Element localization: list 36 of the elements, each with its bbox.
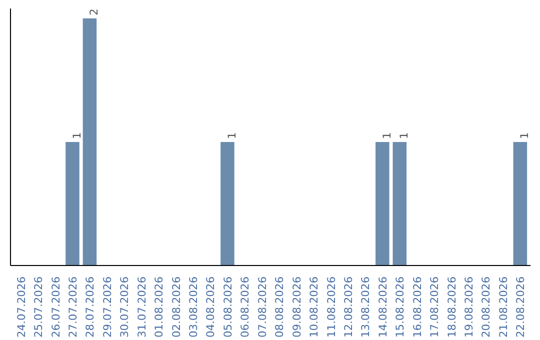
x-tick-label: 19.08.2026 — [462, 276, 476, 338]
x-tick-label: 22.08.2026 — [514, 276, 528, 338]
x-tick-label: 03.08.2026 — [187, 276, 200, 338]
x-tick-label: 17.08.2026 — [428, 276, 442, 338]
data-label: 1 — [380, 132, 394, 139]
data-label: 1 — [518, 132, 532, 139]
x-tick-label: 29.07.2026 — [100, 276, 114, 338]
data-label: 2 — [88, 8, 101, 16]
x-tick-label: 09.08.2026 — [290, 276, 304, 338]
x-tick-label: 28.07.2026 — [84, 276, 97, 338]
x-tick-label: 20.08.2026 — [480, 276, 493, 338]
x-tick-label: 05.08.2026 — [221, 276, 234, 338]
x-tick-label: 27.07.2026 — [66, 276, 80, 338]
x-tick-label: 15.08.2026 — [394, 276, 407, 338]
x-tick-label: 14.08.2026 — [376, 276, 390, 338]
x-tick-label: 18.08.2026 — [445, 276, 458, 338]
x-tick-label: 24.07.2026 — [14, 276, 28, 338]
x-tick-label: 16.08.2026 — [410, 276, 424, 338]
x-tick-label: 10.08.2026 — [308, 276, 321, 338]
x-tick-label: 02.08.2026 — [170, 276, 183, 338]
x-tick-label: 12.08.2026 — [342, 276, 355, 338]
x-tick-label: 08.08.2026 — [273, 276, 286, 338]
x-tick-label: 07.08.2026 — [256, 276, 269, 338]
x-tick-label: 13.08.2026 — [359, 276, 372, 338]
x-tick-label: 06.08.2026 — [238, 276, 252, 338]
data-label: 1 — [70, 132, 84, 139]
x-tick-label: 21.08.2026 — [496, 276, 510, 338]
x-tick-label: 25.07.2026 — [32, 276, 46, 338]
x-tick-label: 01.08.2026 — [152, 276, 166, 338]
data-label: 1 — [398, 132, 411, 139]
x-tick-label: 30.07.2026 — [118, 276, 132, 338]
x-tick-label: 11.08.2026 — [324, 276, 338, 338]
x-tick-label: 31.07.2026 — [135, 276, 148, 338]
data-label: 1 — [225, 132, 238, 139]
x-tick-label: 04.08.2026 — [204, 276, 218, 338]
x-tick-label: 26.07.2026 — [49, 276, 62, 338]
